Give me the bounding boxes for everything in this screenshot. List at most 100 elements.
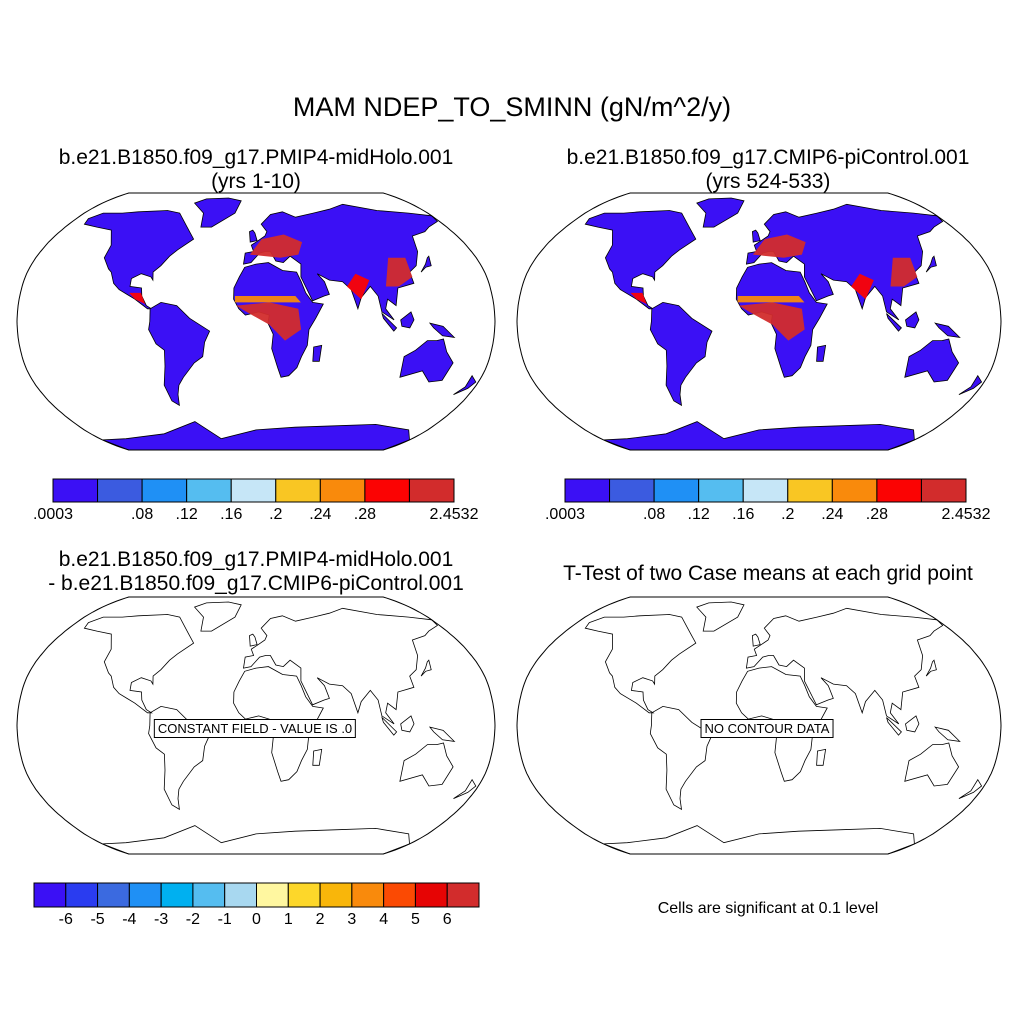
colorbar-cell (653, 478, 700, 503)
panel-title-bottom-left: b.e21.B1850.f09_g17.PMIP4-midHolo.001 (58, 548, 454, 571)
colorbar-tick-label: .08 (642, 506, 666, 523)
colorbar-cell (52, 478, 99, 503)
significance-note: Cells are significant at 0.1 level (657, 900, 879, 917)
map-frame (516, 192, 1002, 451)
colorbar-tick-label: -2 (185, 911, 201, 928)
coastline-uk (249, 229, 258, 243)
coastline-greenland (193, 601, 242, 632)
coastline-sumatra (381, 312, 398, 332)
central-africa-hotspot (236, 302, 302, 341)
colorbar-cell (192, 882, 226, 908)
colorbar-tick-label: .12 (687, 506, 710, 523)
panel-subtitle-top-right: (yrs 524-533) (705, 170, 831, 193)
colorbar-tick-label: -1 (217, 911, 232, 928)
sahel-band (737, 296, 805, 303)
coastline-uk (751, 229, 761, 243)
central-america-hotspot (129, 292, 146, 304)
colorbar-tick-label: .16 (220, 506, 243, 523)
colorbar-cell (698, 478, 744, 503)
coastline-sumatra (886, 717, 902, 736)
map-frame (16, 192, 496, 451)
landmass-madagascar (312, 345, 322, 362)
coastline-japan (420, 659, 432, 677)
colorbar-cell (876, 478, 922, 503)
colorbar-cell (97, 478, 143, 503)
coastline-indonesia-borneo (905, 311, 920, 329)
colorbar-bottom-left (33, 882, 480, 908)
sahel-band (234, 296, 301, 303)
colorbar-tick-label: 2.4532 (429, 506, 479, 523)
coastline-new-zealand (453, 778, 477, 799)
colorbar-cell (186, 478, 232, 503)
colorbar-cell (319, 478, 366, 503)
colorbar-tick-label: 2.4532 (941, 506, 991, 523)
main-title: MAM NDEP_TO_SMINN (gN/m^2/y) (292, 92, 732, 122)
coastline-south-america (148, 301, 211, 407)
colorbar-tick-label: .24 (309, 506, 332, 523)
india-hotspot (851, 273, 874, 300)
coastline-indonesia-borneo (905, 715, 920, 733)
coastline-new-guinea (428, 726, 456, 742)
colorbar-cell (383, 882, 416, 908)
landmass-antarctica (102, 421, 410, 450)
colorbar-cell (408, 478, 455, 503)
map-bottom-right (516, 596, 1002, 855)
coastline-indonesia-borneo (400, 311, 415, 329)
map-top-left (16, 192, 496, 451)
coastline-new-zealand (958, 374, 983, 395)
colorbar-cell (787, 478, 833, 503)
colorbar-cell (831, 478, 878, 503)
coastline-eurasia (243, 607, 439, 725)
colorbar-cell (414, 882, 448, 908)
colorbar-tick-label: .28 (353, 506, 376, 523)
colorbar-tick-label: .12 (175, 506, 198, 523)
coastline-eurasia (243, 203, 439, 321)
coastline-north-america (83, 210, 195, 310)
colorbar-cell (230, 478, 277, 503)
panel-title-top-right: b.e21.B1850.f09_g17.CMIP6-piControl.001 (566, 146, 970, 169)
colorbar-cell (33, 882, 67, 908)
colorbar-cell (141, 478, 188, 503)
coastline-north-america (83, 614, 195, 714)
colorbar-cell (97, 882, 130, 908)
colorbar-tick-label: .08 (130, 506, 154, 523)
map-bottom-left (16, 596, 496, 855)
coastline-africa (233, 666, 324, 782)
colorbar-labels-top-right: .0003 .08 .12 .16 .2 .24 .28 2.4532 (545, 506, 990, 526)
colorbar-tick-label: 6 (442, 911, 452, 928)
coastline-japan (925, 659, 937, 677)
coastline-antarctica (603, 825, 915, 855)
landmass-new-zealand (453, 375, 476, 395)
landmass-sumatra (886, 313, 902, 332)
east-asia-hotspot (385, 257, 413, 287)
coastline-japan (420, 255, 432, 273)
coastline-australia (399, 338, 454, 383)
colorbar-tick-label: 1 (283, 911, 293, 928)
landmass-south-america (148, 302, 210, 406)
landmass-greenland (696, 198, 744, 228)
colorbar-top-left (52, 478, 455, 503)
landmass-eurasia (746, 204, 943, 320)
panel-title-bottom-right: T-Test of two Case means at each grid po… (563, 562, 973, 585)
coastline-north-america (584, 614, 697, 714)
landmass-uk (752, 230, 761, 243)
colorbar-cell (275, 478, 321, 503)
coastline-uk (751, 633, 761, 647)
landmass-australia (904, 339, 959, 382)
colorbar-cell (256, 882, 289, 908)
colorbar-cell (128, 882, 162, 908)
landmass-new-guinea (935, 323, 960, 338)
coastline-greenland (696, 197, 745, 228)
colorbar-labels-top-left: .0003 .08 .12 .16 .2 .24 .28 2.4532 (33, 506, 478, 526)
colorbar-tick-label: .16 (732, 506, 755, 523)
coastline-south-america (649, 301, 713, 407)
map-frame (16, 596, 496, 855)
landmass-sumatra (382, 313, 397, 332)
landmass-new-zealand (958, 375, 982, 395)
coastline-australia (904, 338, 960, 383)
coastline-new-zealand (453, 374, 477, 395)
panel-title-top-left: b.e21.B1850.f09_g17.PMIP4-midHolo.001 (58, 146, 454, 169)
coastline-north-america (584, 210, 697, 310)
colorbar-tick-label: 2 (315, 911, 325, 928)
colorbar-cell (564, 478, 611, 503)
